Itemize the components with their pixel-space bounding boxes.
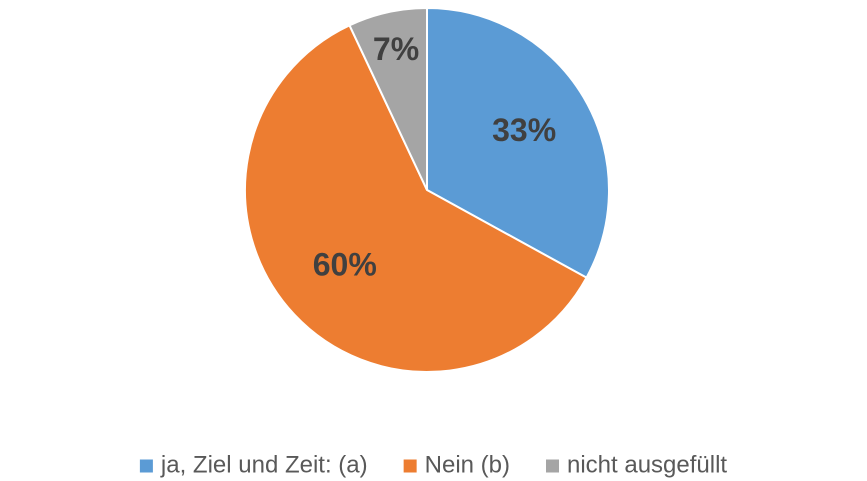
legend-swatch	[546, 459, 559, 473]
pie-slice	[426, 6, 610, 280]
data-label: 33%	[492, 112, 556, 148]
legend-swatch	[139, 459, 153, 473]
legend-label: Nein (b)	[425, 451, 510, 478]
pie-slice	[348, 6, 428, 191]
data-label: 60%	[313, 247, 377, 283]
legend-label: ja, Ziel und Zeit: (a)	[160, 451, 368, 478]
data-label: 7%	[373, 31, 419, 67]
legend-swatch	[403, 459, 417, 473]
legend-label: nicht ausgefüllt	[567, 451, 727, 478]
pie-slice	[244, 23, 588, 373]
